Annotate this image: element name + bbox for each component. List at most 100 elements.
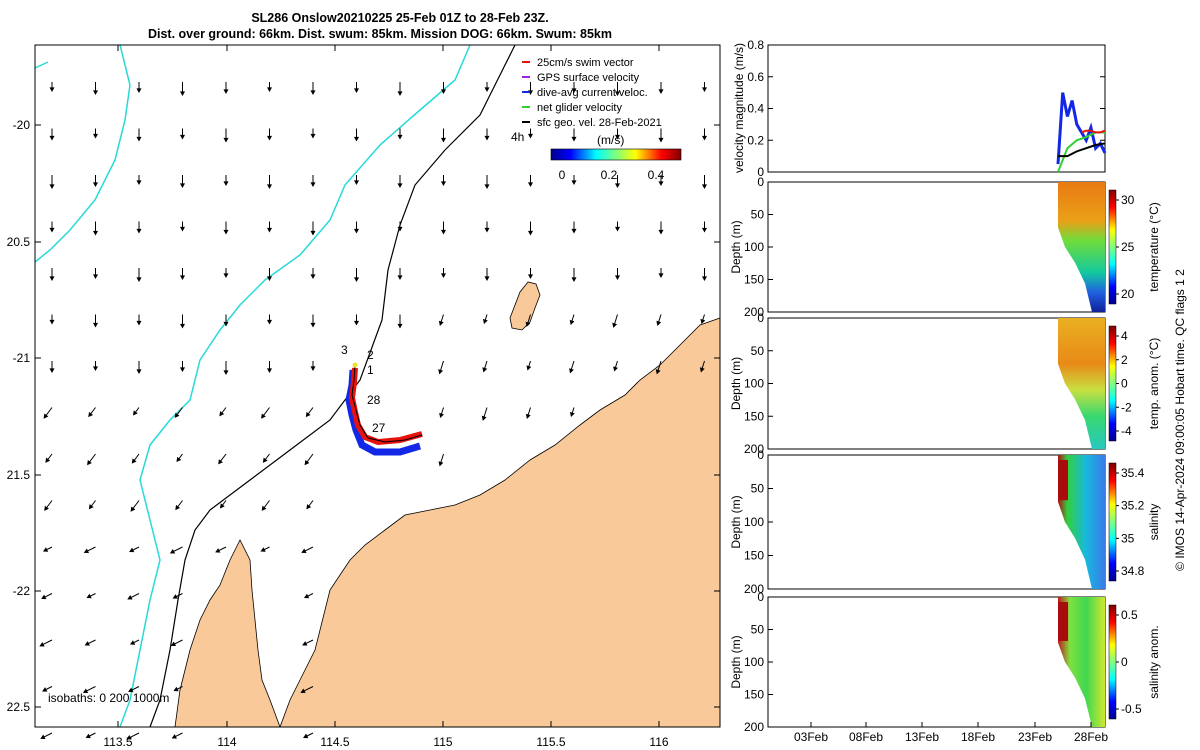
colorbar-tick-label: 2	[1121, 353, 1128, 367]
velocity-arrowhead	[438, 320, 444, 326]
velocity-arrowhead	[42, 687, 48, 692]
velocity-arrowhead	[44, 505, 49, 511]
velocity-arrowhead	[49, 368, 55, 374]
velocity-arrowhead	[440, 89, 447, 95]
colorbar-tick-label: -4	[1121, 424, 1132, 438]
legend-gps-velocity: GPS surface velocity	[537, 72, 640, 84]
heatmap-ytick-label: 50	[751, 344, 765, 358]
velocity-arrowhead	[655, 369, 661, 375]
colorbar-title: (m/s)	[597, 133, 624, 147]
velocity-arrowhead	[482, 367, 488, 373]
heatmap-ytick-label: 100	[744, 655, 764, 669]
velocity-arrowhead	[266, 276, 273, 282]
legend-sfc-geo: sfc geo. vel. 28-Feb-2021	[537, 117, 662, 129]
map-ytick-label: -20	[13, 118, 31, 132]
map-legend: 25cm/s swim vector GPS surface velocity …	[511, 57, 682, 182]
velocity-arrowhead	[172, 594, 178, 599]
velocity-arrowhead	[527, 274, 534, 280]
legend-dive-avg: dive-avg current veloc.	[537, 87, 648, 99]
track-red	[348, 367, 423, 446]
colorbar-tick-label: 25	[1121, 240, 1135, 254]
velocity-arrowhead	[440, 181, 447, 187]
map-ytick-label: 20.5	[7, 235, 31, 249]
velocity-arrowhead	[571, 180, 577, 186]
velocity-arrowhead	[262, 457, 268, 463]
heatmap-ytick-label: 100	[744, 515, 764, 529]
map-xtick-label: 116	[649, 735, 668, 749]
velocity-arrowhead	[92, 182, 99, 188]
colorbar-tick-0: 0	[559, 168, 566, 182]
track-label-28: 28	[367, 393, 381, 407]
isobath-edge	[34, 61, 49, 69]
map-xtick-label: 114	[217, 735, 236, 749]
velocity-arrowhead	[438, 369, 444, 375]
velocity-frame	[767, 44, 1106, 173]
velocity-series-2	[1081, 129, 1106, 134]
velocity-arrowhead	[525, 413, 531, 419]
velocity-arrowhead	[527, 182, 534, 188]
velocity-arrowhead	[353, 320, 360, 326]
velocity-arrowhead	[49, 319, 55, 325]
velocity-arrowhead	[49, 135, 55, 141]
velocity-arrowhead	[179, 323, 186, 329]
velocity-arrowhead	[658, 137, 664, 143]
velocity-arrowhead	[527, 133, 534, 139]
velocity-arrowhead	[397, 91, 403, 97]
heatmap-ytick-label: 0	[757, 448, 764, 462]
glider-track: 3 2 1 28 27	[341, 343, 423, 456]
velocity-arrowhead	[84, 641, 90, 646]
time-label: 4h	[511, 130, 524, 144]
velocity-ytick-label: 0	[757, 165, 764, 179]
velocity-arrowhead	[484, 87, 490, 93]
track-start	[352, 362, 358, 368]
velocity-arrowhead	[173, 686, 179, 692]
velocity-arrowhead	[571, 228, 577, 234]
velocity-arrowhead	[219, 411, 225, 417]
velocity-arrowhead	[397, 323, 403, 329]
track-line	[351, 364, 423, 443]
velocity-arrowhead	[303, 733, 309, 739]
velocity-arrowhead	[527, 230, 534, 236]
track-label-27: 27	[372, 421, 386, 435]
heatmap-ytick-label: 150	[744, 688, 764, 702]
time-tick-label: 18Feb	[961, 730, 995, 744]
velocity-arrowhead	[438, 461, 444, 467]
velocity-arrowhead	[223, 321, 229, 327]
heatmap-ytick-label: 50	[751, 482, 765, 496]
colorbar-tick-02: 0.2	[601, 168, 618, 182]
heatmap-ylabel: Depth (m)	[729, 635, 743, 688]
track-label-3: 3	[341, 343, 348, 357]
velocity-arrowhead	[179, 367, 186, 373]
velocity-arrowhead	[701, 135, 708, 141]
velocity-ytick-label: 0.6	[747, 70, 764, 84]
velocity-arrowhead	[42, 547, 49, 552]
velocity-arrowhead	[43, 413, 49, 419]
heatmap-ytick-label: 0	[757, 175, 764, 189]
velocity-arrowhead	[300, 688, 306, 694]
velocity-arrowhead	[92, 230, 99, 236]
velocity-ylabel: velocity magnitude (m/s)	[732, 43, 746, 173]
heatmap-ytick-label: 100	[744, 377, 764, 391]
map-axes: 113.5 114 114.5 115 115.5 116 -20 20.5 -21 21.5 -2…	[7, 45, 720, 749]
heatmap-ytick-label: 150	[744, 549, 764, 563]
map-ytick-label: -21	[13, 351, 31, 365]
velocity-arrowhead	[310, 230, 316, 236]
heatmap-frame	[767, 454, 1106, 590]
map-subtitle: Dist. over ground: 66km. Dist. swum: 85k…	[148, 27, 612, 41]
colorbar-tick-04: 0.4	[648, 168, 665, 182]
velocity-arrowhead	[92, 366, 99, 372]
map-ytick-label: 22.5	[7, 700, 31, 714]
velocity-arrowhead	[397, 226, 403, 232]
velocity-arrowhead	[136, 180, 142, 186]
velocity-arrowhead	[614, 183, 621, 189]
heatmap-ytick-label: 200	[744, 720, 764, 734]
velocity-arrowhead	[218, 459, 223, 465]
heatmap-frame	[767, 317, 1106, 450]
velocity-arrowhead	[92, 90, 99, 96]
velocity-arrowhead	[484, 227, 490, 233]
velocity-arrowhead	[169, 548, 176, 554]
velocity-arrowhead	[612, 322, 618, 328]
velocity-arrowhead	[136, 320, 142, 326]
